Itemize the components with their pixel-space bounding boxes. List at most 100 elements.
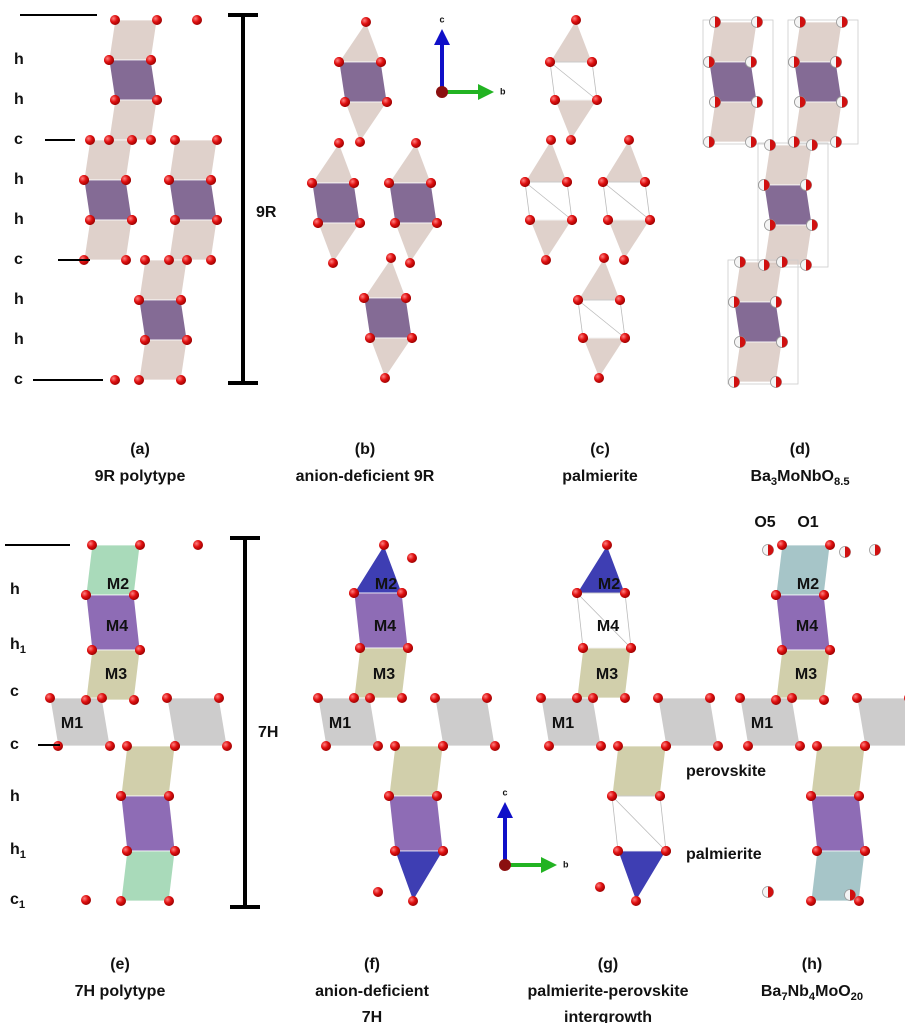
- atom: [79, 175, 89, 185]
- atom: [705, 693, 715, 703]
- atom: [192, 15, 202, 25]
- atom-half: [768, 886, 774, 898]
- polyhedron: [120, 850, 176, 902]
- atom: [566, 135, 576, 145]
- atom: [743, 741, 753, 751]
- polyhedron: [138, 259, 188, 301]
- polyhedron: [168, 139, 218, 181]
- atom: [104, 135, 114, 145]
- polyhedron: [108, 99, 158, 141]
- atom: [373, 741, 383, 751]
- axis-label: c: [502, 787, 507, 797]
- atom: [97, 693, 107, 703]
- text-part: h: [14, 91, 24, 108]
- atom: [567, 215, 577, 225]
- cell-box: [787, 19, 859, 145]
- polyhedron: [168, 219, 218, 261]
- atom: [544, 741, 554, 751]
- atom: [313, 218, 323, 228]
- axis-origin: [499, 859, 511, 871]
- atom: [562, 177, 572, 187]
- polyhedron: [611, 795, 667, 852]
- atom-half: [850, 889, 856, 901]
- polyhedron: [810, 795, 866, 852]
- atom: [592, 95, 602, 105]
- atom: [631, 896, 641, 906]
- atom: [645, 215, 655, 225]
- atom: [812, 741, 822, 751]
- atom: [624, 135, 634, 145]
- atom: [432, 791, 442, 801]
- atom-half: [751, 136, 757, 148]
- stacking-label: h1: [10, 841, 26, 861]
- atom-half: [734, 296, 740, 308]
- panel-label: (d): [790, 441, 810, 458]
- atom: [110, 375, 120, 385]
- atom: [578, 643, 588, 653]
- subscript: 1: [20, 644, 26, 656]
- atom: [340, 97, 350, 107]
- stacking-label: h: [14, 331, 24, 348]
- atom-half: [776, 296, 782, 308]
- panel-caption: intergrowth: [564, 1009, 652, 1023]
- atom: [365, 333, 375, 343]
- site-label: M2: [107, 576, 129, 593]
- atom: [407, 333, 417, 343]
- atom: [397, 693, 407, 703]
- atom-half: [782, 336, 788, 348]
- atom-half: [836, 56, 842, 68]
- text-part: c: [14, 371, 23, 388]
- cell-box: [702, 19, 774, 145]
- atom: [176, 375, 186, 385]
- stacking-label: c: [10, 683, 19, 700]
- text-part: h: [14, 51, 24, 68]
- atom: [620, 693, 630, 703]
- stacking-label: c: [10, 736, 19, 753]
- atom: [85, 215, 95, 225]
- atom-half: [757, 96, 763, 108]
- atom: [613, 846, 623, 856]
- panel-label: (a): [130, 441, 150, 458]
- atom: [854, 896, 864, 906]
- atom: [328, 258, 338, 268]
- atom: [81, 895, 91, 905]
- atom: [603, 215, 613, 225]
- atom: [193, 540, 203, 550]
- atom: [361, 17, 371, 27]
- atom: [430, 693, 440, 703]
- atom: [819, 695, 829, 705]
- text-part: Ba: [750, 468, 771, 485]
- atom-half: [806, 259, 812, 271]
- polyhedron: [810, 850, 866, 902]
- atom: [594, 373, 604, 383]
- polyhedron: [733, 301, 783, 343]
- polyhedron: [388, 142, 432, 184]
- polyhedron: [554, 99, 598, 141]
- polyhedron: [338, 21, 382, 63]
- atom-half: [800, 96, 806, 108]
- atom: [777, 540, 787, 550]
- period-label: 9R: [256, 204, 277, 221]
- subscript: 7: [781, 991, 787, 1003]
- subscript: 8.5: [834, 476, 850, 488]
- atom: [640, 177, 650, 187]
- polyhedron: [708, 101, 758, 143]
- axis-origin: [436, 86, 448, 98]
- atom: [860, 741, 870, 751]
- polyhedron: [168, 179, 218, 221]
- atom: [545, 57, 555, 67]
- stacking-label: h: [10, 788, 20, 805]
- atom: [170, 215, 180, 225]
- atom: [359, 293, 369, 303]
- polyhedron: [317, 222, 361, 264]
- atom: [104, 55, 114, 65]
- polyhedron: [394, 222, 438, 264]
- polyhedron: [363, 297, 413, 339]
- text-part: Nb: [788, 983, 810, 1000]
- atom: [546, 135, 556, 145]
- subscript: 1: [20, 849, 26, 861]
- atom: [152, 95, 162, 105]
- polyhedron: [708, 21, 758, 63]
- polyhedron: [388, 182, 438, 224]
